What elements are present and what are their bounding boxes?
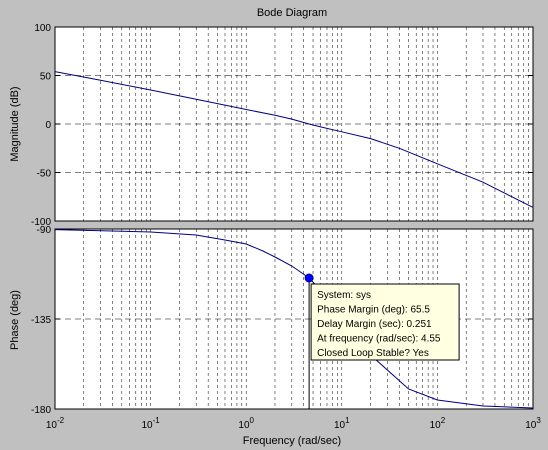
x-tick-label: 101	[334, 416, 350, 431]
x-tick-label: 10-1	[141, 416, 160, 431]
datatip-box	[310, 283, 460, 361]
phase-margin-marker[interactable]	[304, 273, 314, 283]
datatip-line: At frequency (rad/sec): 4.55	[317, 334, 441, 345]
datatip-line: System: sys	[317, 290, 371, 301]
phase-plot-area	[54, 228, 534, 410]
y-tick-label: -135	[31, 315, 51, 326]
y-tick-label: 100	[34, 23, 51, 34]
phase-margin-datatip[interactable]: System: sys Phase Margin (deg): 65.5 Delay…	[308, 278, 460, 409]
magnitude-y-label: Magnitude (dB)	[9, 86, 21, 161]
x-axis-label: Frequency (rad/sec)	[243, 435, 341, 447]
x-tick-label: 103	[525, 416, 541, 431]
datatip-text: System: sys Phase Margin (deg): 65.5 Delay…	[317, 290, 441, 359]
phase-y-label: Phase (deg)	[9, 290, 21, 350]
y-tick-label: -50	[37, 169, 52, 180]
phase-curve	[54, 229, 534, 409]
y-tick-label: -100	[31, 217, 51, 228]
y-tick-label: 0	[45, 120, 51, 131]
x-axis-ticks: 10-2 10-1 100 101 102 103	[46, 416, 541, 431]
magnitude-axes: -100 -50 0 50 100 Magnitude (dB)	[9, 23, 534, 228]
phase-axes: -180 -135 -90 Phase (deg)	[9, 225, 534, 416]
magnitude-y-ticks: -100 -50 0 50 100	[31, 23, 533, 228]
magnitude-plot-area	[54, 26, 534, 222]
y-tick-label: 50	[40, 72, 52, 83]
x-tick-label: 100	[238, 416, 254, 431]
datatip-line: Delay Margin (sec): 0.251	[317, 319, 432, 330]
chart-title: Bode Diagram	[257, 7, 327, 19]
x-tick-label: 10-2	[46, 416, 65, 431]
y-tick-label: -90	[37, 225, 52, 236]
phase-y-ticks: -180 -135 -90	[31, 225, 533, 416]
magnitude-grid	[55, 26, 533, 222]
magnitude-curve	[54, 71, 534, 208]
datatip-line: Phase Margin (deg): 65.5	[317, 305, 430, 316]
y-tick-label: -180	[31, 405, 51, 416]
x-tick-label: 102	[430, 416, 446, 431]
datatip-line: Closed Loop Stable? Yes	[317, 348, 429, 359]
